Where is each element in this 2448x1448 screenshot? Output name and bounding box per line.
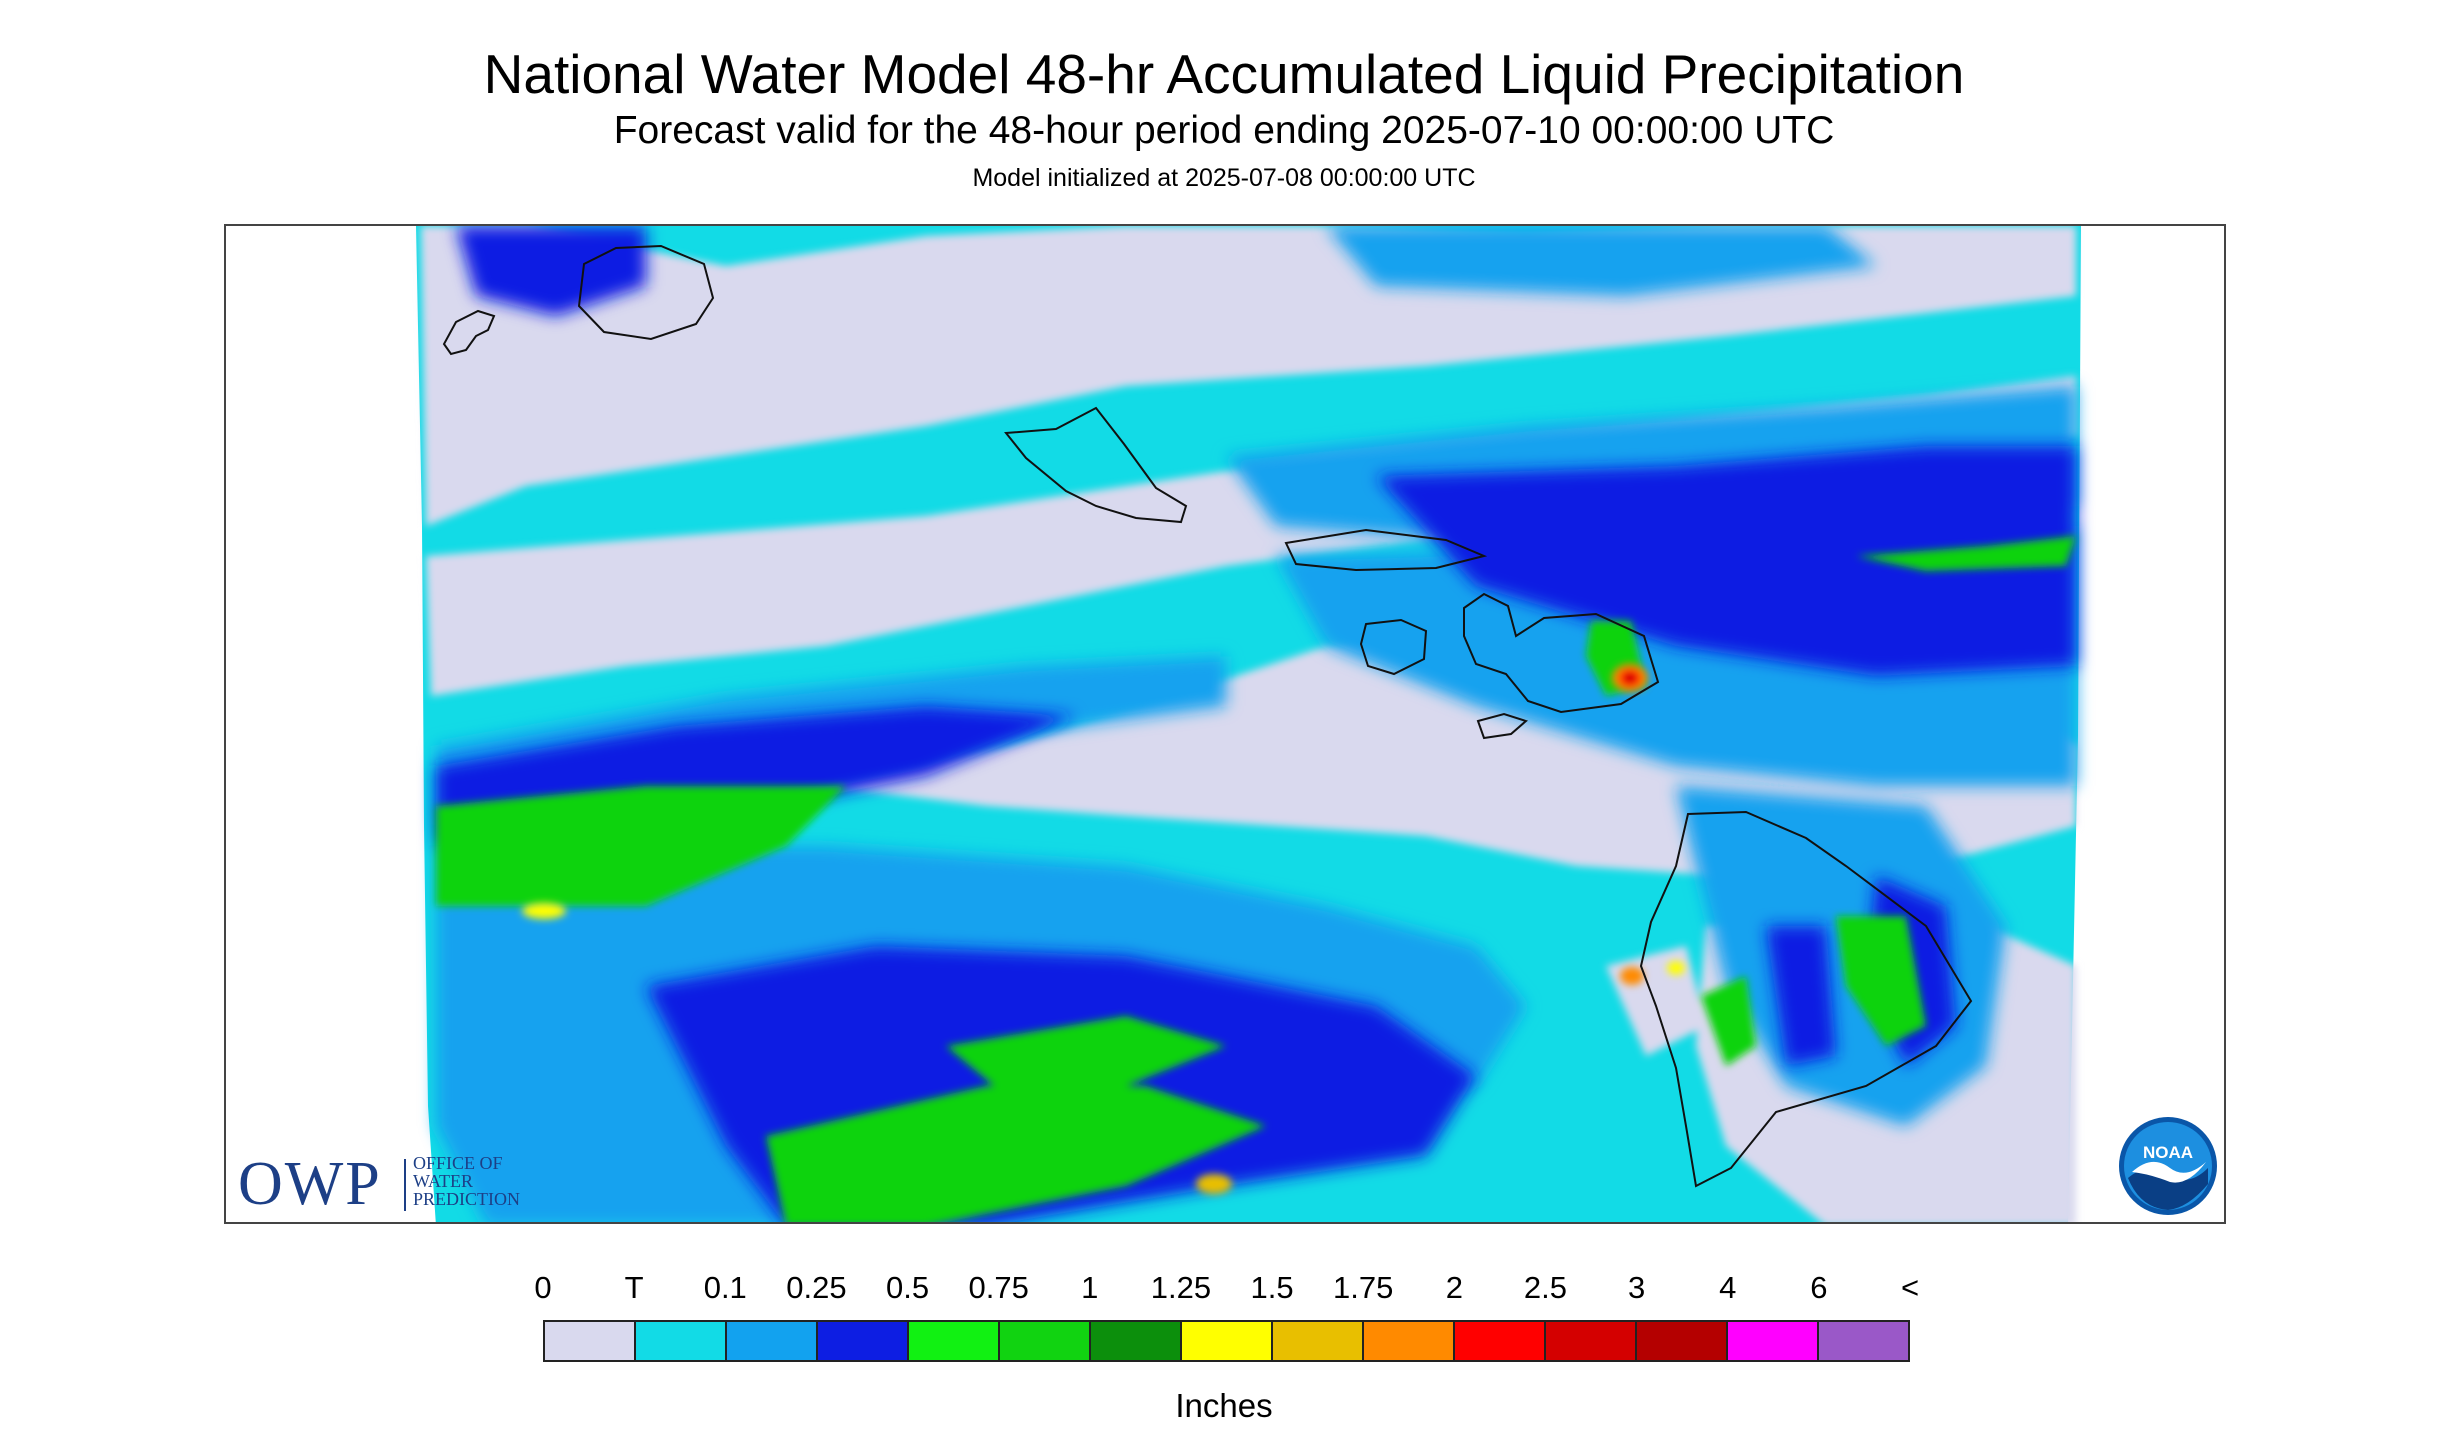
colorbar-box: [818, 1322, 909, 1360]
colorbar-box: [545, 1322, 636, 1360]
owp-logo-line: PREDICTION: [413, 1189, 520, 1209]
heavy-precip-areas: [436, 536, 2076, 1222]
colorbar-tick-label: 3: [1627, 1270, 1646, 1305]
lanai-outline: [1359, 618, 1428, 676]
map-title: National Water Model 48-hr Accumulated L…: [483, 43, 1965, 105]
colorbar-box: [1819, 1322, 1908, 1360]
colorbar-tick-label: 2.5: [1523, 1270, 1567, 1305]
owp-logo: OWP OFFICE OF WATER PREDICTION: [238, 1153, 568, 1215]
kauai-outline: [577, 244, 715, 341]
colorbar-tick-label: 4: [1719, 1270, 1737, 1305]
colorbar-box: [1546, 1322, 1637, 1360]
colorbar-tick-label: 0: [534, 1270, 552, 1305]
colorbar-tick-label: 0.75: [968, 1270, 1029, 1305]
owp-logo-line: WATER: [413, 1171, 473, 1191]
colorbar-tick-label: 1: [1081, 1270, 1099, 1305]
colorbar-tick-label: 2: [1445, 1270, 1463, 1305]
island-coastlines: [442, 244, 1973, 1188]
intense-precip-cells: [522, 664, 1685, 1194]
colorbar-box: [1273, 1322, 1364, 1360]
kahoolawe-outline: [1476, 712, 1529, 740]
niihau-outline: [442, 309, 496, 356]
colorbar-tick-label: 1.75: [1333, 1270, 1394, 1305]
model-init-time: Model initialized at 2025-07-08 00:00:00…: [972, 164, 1476, 192]
colorbar-tick-label: 1.5: [1250, 1270, 1294, 1305]
colorbar: [543, 1320, 1910, 1362]
hawaii-island-outline: [1639, 810, 1973, 1188]
precipitation-map: [224, 224, 2226, 1224]
colorbar-box: [1000, 1322, 1091, 1360]
colorbar-box: [1364, 1322, 1455, 1360]
map-subtitle: Forecast valid for the 48-hour period en…: [613, 109, 1835, 152]
noaa-logo: NOAA: [2118, 1116, 2218, 1216]
precipitation-field: [226, 226, 2224, 1222]
owp-logo-divider: [404, 1159, 406, 1211]
noaa-seal-icon: NOAA: [2119, 1117, 2217, 1215]
colorbar-box: [1455, 1322, 1546, 1360]
colorbar-tick-label: 1.25: [1150, 1270, 1212, 1305]
colorbar-tick-label: 6: [1810, 1270, 1828, 1305]
colorbar-box: [727, 1322, 818, 1360]
colorbar-tick-label: <: [1900, 1270, 1920, 1305]
owp-logo-letters: OWP: [238, 1150, 382, 1218]
colorbar-box: [909, 1322, 1000, 1360]
colorbar-box: [1637, 1322, 1728, 1360]
colorbar-tick-label: 0.25: [786, 1270, 847, 1305]
colorbar-box: [1728, 1322, 1819, 1360]
oahu-outline: [1004, 406, 1188, 524]
colorbar-tick-label: 0.5: [885, 1270, 930, 1305]
colorbar-units: Inches: [1175, 1387, 1273, 1424]
noaa-logo-text: NOAA: [2143, 1143, 2193, 1162]
colorbar-box: [1182, 1322, 1273, 1360]
colorbar-tick-label: 0.1: [703, 1270, 747, 1305]
owp-logo-line: OFFICE OF: [413, 1153, 503, 1173]
maui-outline: [1463, 592, 1660, 714]
colorbar-box: [1091, 1322, 1182, 1360]
colorbar-box: [636, 1322, 727, 1360]
molokai-outline: [1284, 528, 1488, 572]
colorbar-tick-label: T: [624, 1270, 644, 1305]
